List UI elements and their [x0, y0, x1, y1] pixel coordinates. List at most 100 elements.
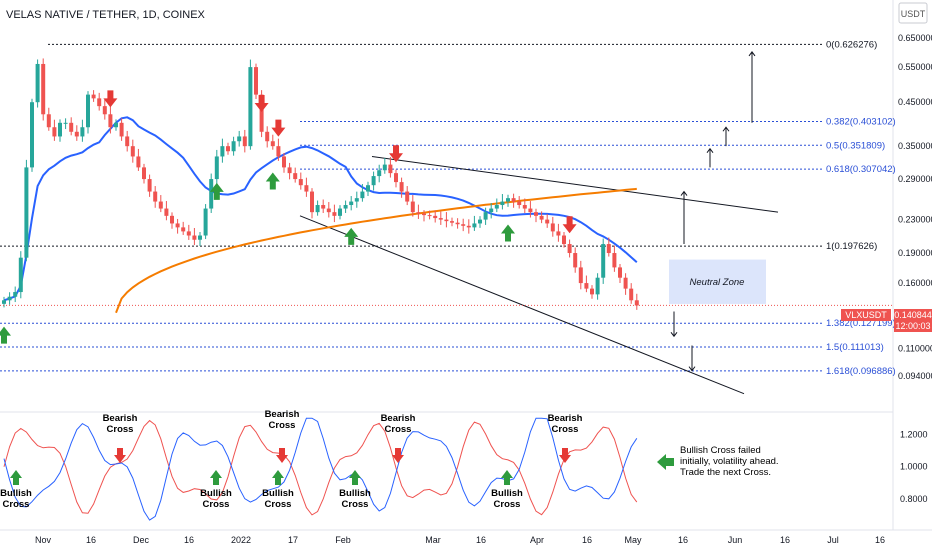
candle-body	[142, 167, 146, 180]
candle-body	[455, 222, 460, 225]
candlesticks	[2, 58, 639, 310]
candle-body	[46, 114, 51, 128]
bearish-arrow-icon	[389, 145, 403, 163]
time-tick-label: 16	[184, 535, 194, 545]
indicator-note: Trade the next Cross.	[680, 467, 771, 478]
note-arrow-icon	[657, 454, 674, 470]
candle-body	[511, 198, 516, 202]
bearish-cross-arrow-icon	[114, 448, 126, 463]
price-tick-label: 0.160000	[898, 278, 932, 288]
candle-body	[433, 215, 438, 219]
candle-body	[164, 208, 169, 216]
cross-annotation-label: Bearish	[103, 413, 138, 424]
candle-body	[601, 244, 606, 278]
last-price-box	[894, 309, 932, 332]
indicator-note: initially, volatility ahead.	[680, 456, 779, 467]
candle-body	[74, 131, 79, 137]
candle-body	[2, 300, 6, 304]
cross-annotation-label: Cross	[265, 499, 292, 510]
candle-body	[198, 235, 202, 240]
symbol-badge	[841, 309, 891, 321]
fib-label: 1.382(0.127199)	[826, 318, 896, 329]
candle-body	[248, 67, 253, 147]
candle-body	[80, 127, 85, 137]
candle-body	[209, 179, 214, 209]
time-tick-label: 16	[86, 535, 96, 545]
time-tick-label: 2022	[231, 535, 251, 545]
candle-body	[86, 94, 90, 128]
bullish-arrow-icon	[265, 172, 280, 190]
candle-body	[276, 146, 281, 157]
candle-body	[349, 201, 354, 206]
ma-blue-line	[3, 116, 638, 302]
moving-averages	[3, 116, 638, 314]
currency-badge-box	[898, 2, 928, 24]
candle-body	[35, 63, 40, 103]
indicator-tick-labels: 1.2000 1.0000 0.8000	[900, 429, 928, 504]
candle-body	[500, 201, 505, 206]
candle-body	[114, 122, 118, 128]
bullish-arrow-icon	[501, 224, 515, 242]
candle-body	[550, 223, 555, 232]
cross-annotation-label: Bullish	[491, 488, 523, 499]
candle-body	[332, 212, 337, 216]
candle-body	[304, 185, 309, 192]
candle-body	[52, 127, 57, 137]
candle-body	[489, 208, 494, 213]
candle-body	[573, 253, 578, 268]
candle-body	[242, 136, 247, 147]
candle-body	[494, 205, 499, 209]
last-price-value: 0.140844	[894, 310, 932, 320]
neutral-zone-label: Neutral Zone	[690, 277, 745, 288]
indicator-note: Bullish Cross failed	[680, 445, 761, 456]
bullish-arrow-icon	[0, 326, 11, 344]
bearish-cross-arrow-icon	[276, 448, 288, 463]
candle-body	[158, 201, 163, 209]
last-price-badge: VLXUSDT 0.140844 12:00:03	[841, 309, 932, 332]
candle-body	[58, 122, 62, 137]
time-tick-label: 16	[476, 535, 486, 545]
indicator-red-line	[3, 419, 638, 516]
bullish-cross-arrow-icon	[349, 470, 361, 485]
candle-body	[7, 296, 12, 301]
cross-annotation-label: Bearish	[381, 413, 416, 424]
candle-body	[298, 179, 303, 186]
candle-countdown: 12:00:03	[895, 321, 930, 331]
time-tick-label: 17	[288, 535, 298, 545]
cross-annotation-label: Cross	[385, 424, 412, 435]
candle-body	[270, 141, 275, 147]
candle-body	[584, 283, 589, 289]
candle-body	[282, 156, 286, 168]
fib-label: 0(0.626276)	[826, 39, 877, 50]
candle-body	[629, 288, 634, 301]
candle-body	[24, 167, 29, 258]
indicator-tick-label: 1.0000	[900, 462, 928, 472]
candle-body	[265, 131, 270, 142]
candle-body	[506, 198, 510, 202]
indicator-blue-line	[3, 417, 638, 521]
candle-body	[108, 114, 113, 128]
candle-body	[136, 156, 141, 168]
price-tick-label: 0.230000	[898, 215, 932, 225]
bullish-arrow-icon	[209, 182, 224, 200]
time-tick-label: Apr	[530, 535, 544, 545]
bullish-cross-arrow-icon	[272, 470, 284, 485]
candle-body	[478, 219, 482, 224]
candle-body	[623, 277, 628, 289]
candle-body	[41, 63, 46, 115]
candle-body	[259, 94, 264, 132]
candle-body	[119, 122, 124, 137]
target-arrow-head	[670, 332, 678, 338]
currency-badge[interactable]: USDT	[898, 2, 928, 24]
candle-body	[181, 227, 186, 232]
bearish-arrow-icon	[271, 119, 286, 137]
price-tick-label: 0.450000	[898, 97, 932, 107]
time-tick-label: 16	[780, 535, 790, 545]
candle-body	[422, 213, 426, 216]
price-tick-label: 0.350000	[898, 141, 932, 151]
candle-body	[91, 94, 96, 99]
candle-body	[237, 136, 242, 142]
fib-label: 0.618(0.307042)	[826, 164, 896, 175]
